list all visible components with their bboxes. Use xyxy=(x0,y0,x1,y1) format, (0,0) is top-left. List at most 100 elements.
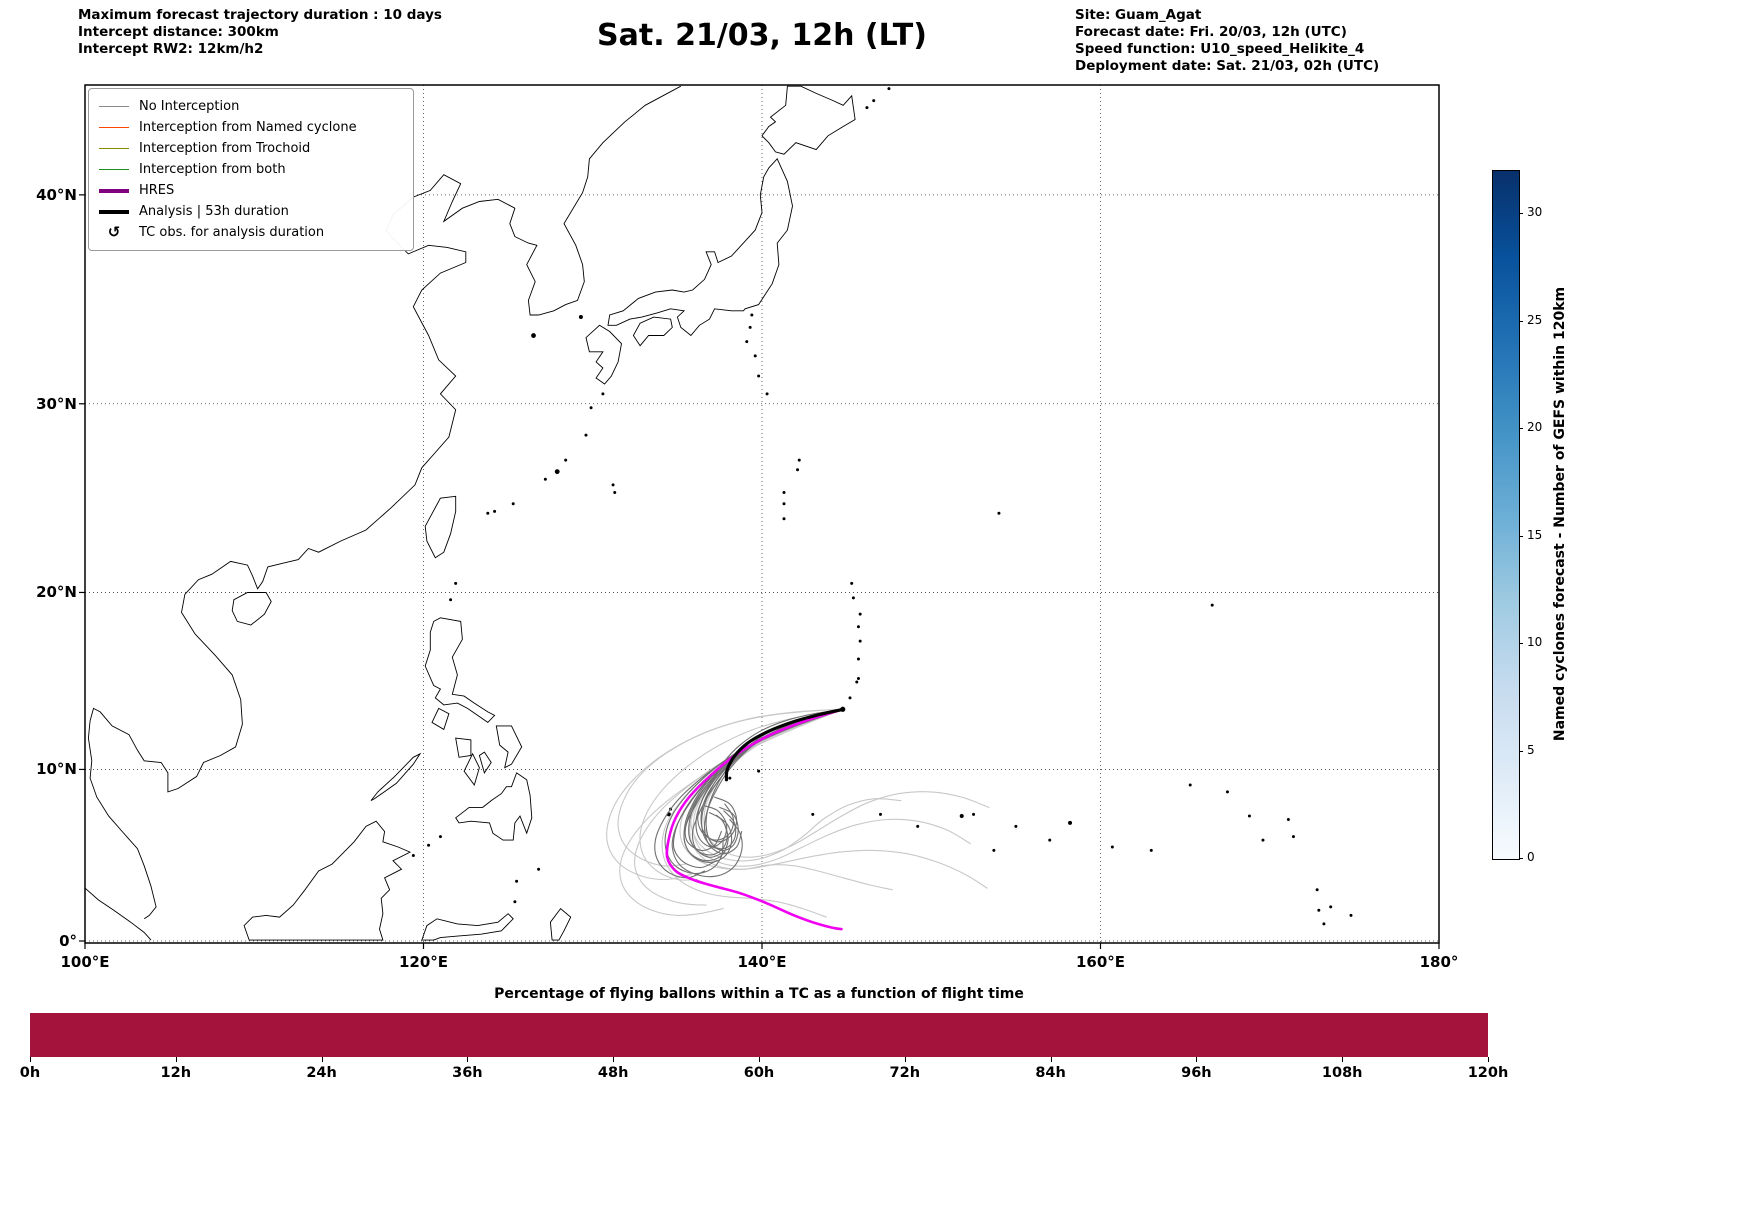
flight-time-tick-label: 120h xyxy=(1467,1065,1509,1081)
coastline xyxy=(455,772,533,841)
coastline xyxy=(424,617,496,723)
island-dot xyxy=(856,657,860,661)
coastline xyxy=(421,913,514,941)
site-text: Site: Guam_Agat xyxy=(1075,7,1202,23)
coastline xyxy=(231,592,272,626)
island-dot xyxy=(554,469,560,475)
island-dot xyxy=(878,812,882,816)
island-dot xyxy=(851,596,855,600)
y-tick-label: 40°N xyxy=(36,185,77,204)
legend-line-swatch xyxy=(99,126,129,129)
flight-time-tick-label: 108h xyxy=(1321,1065,1363,1081)
map-inner xyxy=(85,85,1439,943)
island-dot xyxy=(858,612,862,616)
colorbar-tick-mark xyxy=(1519,428,1523,429)
trajectory xyxy=(703,708,844,796)
flight-time-tick-label: 48h xyxy=(597,1065,629,1081)
island-dot xyxy=(753,354,757,358)
trajectory xyxy=(679,708,988,889)
y-tick-label: 0° xyxy=(59,932,77,950)
island-dot xyxy=(1349,913,1353,917)
island-dot xyxy=(1247,814,1251,818)
colorbar-tick-label: 25 xyxy=(1527,312,1543,327)
max-duration-text: Maximum forecast trajectory duration : 1… xyxy=(78,7,442,23)
flight-time-tick-mark xyxy=(30,1057,31,1062)
x-tick-label: 160°E xyxy=(1075,953,1126,971)
island-dot xyxy=(959,814,964,819)
legend-item: Interception from Trochoid xyxy=(99,138,403,159)
island-dot xyxy=(1068,820,1073,825)
legend-item-label: Interception from Named cyclone xyxy=(139,120,357,135)
island-dot xyxy=(611,483,615,487)
legend-item: HRES xyxy=(99,180,403,201)
colorbar-tick-mark xyxy=(1519,750,1523,752)
coastline xyxy=(585,324,622,385)
island-dot xyxy=(1188,783,1192,787)
coastlines xyxy=(85,85,856,941)
trajectory xyxy=(617,708,844,867)
flight-time-tick-mark xyxy=(1050,1057,1052,1062)
island-dot xyxy=(564,458,568,462)
island-dot xyxy=(584,433,588,437)
page-title: Sat. 21/03, 12h (LT) xyxy=(597,18,927,53)
flight-time-tick-mark xyxy=(904,1057,906,1062)
coastline xyxy=(632,316,673,347)
island-dot xyxy=(992,848,996,852)
coastline xyxy=(370,752,422,801)
island-dot xyxy=(1317,908,1321,912)
island-dot xyxy=(997,511,1001,515)
island-dot xyxy=(745,340,749,344)
coastline xyxy=(607,157,793,337)
colorbar-tick-mark xyxy=(1519,643,1523,644)
tick-marks xyxy=(79,194,1440,949)
island-dot xyxy=(796,468,800,472)
flight-time-tick-mark xyxy=(613,1057,615,1062)
legend-line-swatch xyxy=(99,168,129,171)
speed-function-text: Speed function: U10_speed_Helikite_4 xyxy=(1075,41,1365,57)
colorbar-tick-label: 20 xyxy=(1527,420,1543,434)
coastline xyxy=(495,725,523,769)
y-tick-label: 30°N xyxy=(36,394,77,413)
x-tick-label: 100°E xyxy=(60,953,110,971)
coastline xyxy=(761,85,856,155)
island-dot xyxy=(748,325,752,329)
site-info-block: Site: Guam_Agat Forecast date: Fri. 20/0… xyxy=(1075,7,1379,75)
island-dot xyxy=(1286,817,1290,821)
colorbar-tick-mark xyxy=(1519,320,1523,322)
island-dot xyxy=(515,879,519,883)
intercept-distance-text: Intercept distance: 300km xyxy=(78,24,279,40)
colorbar xyxy=(1492,170,1520,860)
island-dot xyxy=(1322,922,1326,926)
island-dot xyxy=(728,776,732,780)
island-dot xyxy=(1329,905,1333,909)
coastline xyxy=(87,85,682,920)
x-tick-label: 180° xyxy=(1419,953,1459,971)
island-dot xyxy=(1261,838,1265,842)
colorbar-tick-label: 30 xyxy=(1527,205,1543,219)
island-dot xyxy=(513,900,517,904)
island-dot xyxy=(1149,848,1153,852)
trajectory xyxy=(664,708,844,875)
island-dot xyxy=(1315,888,1319,892)
island-dot xyxy=(537,867,541,871)
coastline xyxy=(455,737,472,758)
legend-item-label: Analysis | 53h duration xyxy=(139,204,289,219)
colorbar-tick-label: 10 xyxy=(1527,635,1543,649)
trajectory-series-3 xyxy=(724,707,845,782)
island-dot xyxy=(1048,838,1052,842)
island-dot xyxy=(865,106,869,110)
grid-lines xyxy=(85,85,1439,943)
tc-obs-symbol: ↺ xyxy=(107,223,121,241)
colorbar-tick-mark xyxy=(1519,535,1523,537)
legend-line-swatch xyxy=(99,209,129,214)
trajectory xyxy=(639,708,844,881)
legend-item-label: Interception from Trochoid xyxy=(139,141,311,156)
island-dot xyxy=(1014,824,1018,828)
legend-item: Analysis | 53h duration xyxy=(99,201,403,222)
trajectory-series-0 xyxy=(654,708,844,879)
coastline xyxy=(243,820,412,941)
island-dot xyxy=(1225,790,1229,794)
island-dot xyxy=(531,333,536,338)
island-dot xyxy=(765,392,769,396)
